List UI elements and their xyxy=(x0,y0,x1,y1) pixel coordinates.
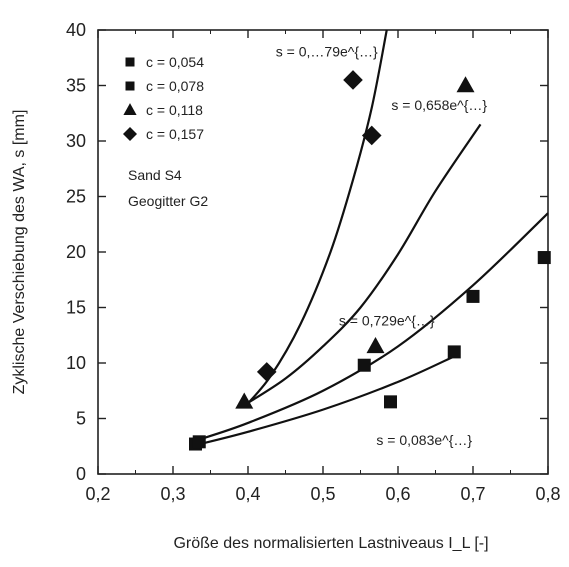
data-point-series-3 xyxy=(366,337,385,354)
fit-equation-label-2: s = 0,729e^{…} xyxy=(339,312,435,328)
annotation-line-1: Sand S4 xyxy=(128,167,182,183)
y-tick-label: 5 xyxy=(76,409,86,429)
data-point-series-4 xyxy=(361,125,382,146)
fit-curve-series-3 xyxy=(243,123,482,407)
legend-label-1: c = 0,054 xyxy=(146,54,204,70)
axes-layer: 0,2 0,3 0,4 0,5 0,6 0,7 0,8 0 5 10 15 20 25 30 35 40 Grö… xyxy=(11,20,561,552)
data-point-series-3 xyxy=(456,76,475,93)
y-tick-label: 0 xyxy=(76,464,86,484)
x-tick-label: 0,8 xyxy=(535,484,560,504)
data-point-series-2 xyxy=(192,435,206,449)
legend-label-3: c = 0,118 xyxy=(146,102,203,118)
fit-curve-series-1 xyxy=(195,355,455,447)
x-tick-label: 0,5 xyxy=(310,484,335,504)
x-tick-label: 0,7 xyxy=(460,484,485,504)
data-point-series-4 xyxy=(256,362,277,382)
data-point-series-2 xyxy=(466,289,480,303)
legend-label-4: c = 0,157 xyxy=(146,126,204,142)
y-tick-label: 30 xyxy=(66,131,86,151)
y-tick-label: 10 xyxy=(66,353,86,373)
data-point-series-1 xyxy=(537,251,551,265)
legend-marker-3 xyxy=(123,103,137,115)
data-point-series-1 xyxy=(447,345,461,359)
x-tick-label: 0,4 xyxy=(235,484,260,504)
fit-curves-layer xyxy=(195,29,549,447)
legend-marker-1 xyxy=(125,57,135,67)
fit-curve-series-2 xyxy=(195,212,549,442)
y-tick-label: 35 xyxy=(66,76,86,96)
x-axis-title: Größe des normalisierten Lastniveaus I_L… xyxy=(173,535,488,552)
legend: c = 0,054 c = 0,078 c = 0,118 c = 0,157 xyxy=(123,54,204,142)
fit-equation-label-1: s = 0,083e^{…} xyxy=(376,432,472,448)
y-tick-label: 15 xyxy=(66,298,86,318)
annotation-block: Sand S4 Geogitter G2 xyxy=(128,167,208,209)
fit-labels-layer: s = 0,083e^{…} s = 0,729e^{…} s = 0,658e^{… xyxy=(276,44,488,449)
y-tick-label: 25 xyxy=(66,187,86,207)
data-point-series-2 xyxy=(357,358,371,372)
fit-curve-series-4 xyxy=(243,29,388,409)
fit-equation-label-4: s = 0,…79e^{…} xyxy=(276,44,378,60)
y-tick-label: 40 xyxy=(66,20,86,40)
x-tick-label: 0,3 xyxy=(160,484,185,504)
data-point-series-1 xyxy=(384,395,397,409)
data-point-series-3 xyxy=(235,392,254,409)
y-tick-label: 20 xyxy=(66,242,86,262)
data-points-layer xyxy=(189,70,551,451)
fit-equation-label-3: s = 0,658e^{…} xyxy=(391,97,487,113)
data-point-series-4 xyxy=(343,70,363,90)
legend-marker-4 xyxy=(123,127,137,141)
x-tick-label: 0,2 xyxy=(85,484,110,504)
legend-label-2: c = 0,078 xyxy=(146,78,204,94)
legend-marker-2 xyxy=(125,81,135,91)
x-tick-label: 0,6 xyxy=(385,484,410,504)
annotation-line-2: Geogitter G2 xyxy=(128,193,208,209)
y-axis-title: Zyklische Verschiebung des WA, s [mm] xyxy=(11,110,28,395)
